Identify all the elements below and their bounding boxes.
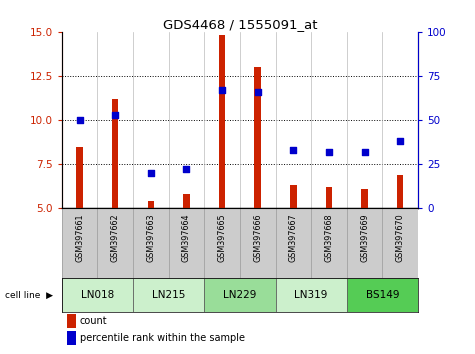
Point [76, 117, 84, 123]
Text: percentile rank within the sample: percentile rank within the sample [80, 333, 245, 343]
Text: GSM397668: GSM397668 [324, 214, 333, 262]
Text: BS149: BS149 [366, 290, 399, 300]
Point [111, 112, 119, 118]
Text: GSM397665: GSM397665 [218, 214, 227, 262]
Text: LN319: LN319 [294, 290, 328, 300]
Text: LN215: LN215 [152, 290, 185, 300]
Point [361, 149, 369, 155]
Bar [133, 278, 204, 312]
Text: GSM397667: GSM397667 [289, 214, 298, 262]
Point [218, 87, 226, 93]
Point [396, 138, 404, 144]
Bar [397, 175, 403, 208]
Bar [183, 194, 190, 208]
Text: GSM397664: GSM397664 [182, 214, 191, 262]
Text: GSM397669: GSM397669 [360, 214, 369, 262]
Point [254, 89, 261, 95]
Text: GSM397666: GSM397666 [253, 214, 262, 262]
Point [182, 167, 190, 172]
Bar [276, 278, 347, 312]
Bar [361, 189, 368, 208]
Text: cell line  ▶: cell line ▶ [5, 290, 53, 299]
Text: count: count [80, 316, 107, 326]
Title: GDS4468 / 1555091_at: GDS4468 / 1555091_at [162, 18, 317, 31]
Bar [347, 278, 418, 312]
Text: GSM397663: GSM397663 [146, 214, 155, 262]
Bar [204, 278, 276, 312]
Bar [290, 185, 296, 208]
Point [325, 149, 332, 155]
Bar [62, 278, 133, 312]
Point [147, 170, 155, 176]
Bar [112, 99, 118, 208]
Bar [255, 67, 261, 208]
Bar [67, 314, 76, 328]
Bar [76, 147, 83, 208]
Text: GSM397662: GSM397662 [111, 214, 120, 262]
Bar [219, 35, 225, 208]
Text: LN229: LN229 [223, 290, 256, 300]
Text: LN018: LN018 [81, 290, 114, 300]
Bar [67, 331, 76, 345]
Text: GSM397661: GSM397661 [75, 214, 84, 262]
Bar [148, 201, 154, 208]
Text: GSM397670: GSM397670 [396, 214, 405, 262]
Bar [326, 187, 332, 208]
Point [289, 147, 297, 153]
